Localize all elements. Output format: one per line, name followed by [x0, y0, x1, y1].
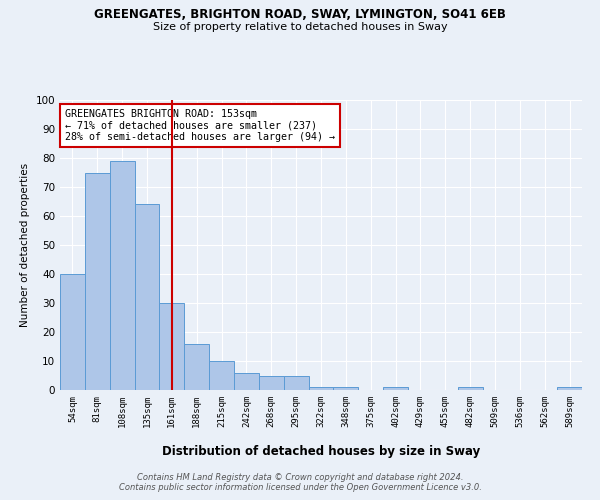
Bar	[383, 387, 408, 390]
Bar	[160, 303, 184, 390]
Bar	[134, 204, 160, 390]
Text: Contains HM Land Registry data © Crown copyright and database right 2024.
Contai: Contains HM Land Registry data © Crown c…	[119, 473, 481, 492]
Bar	[334, 387, 358, 390]
Bar	[259, 376, 284, 390]
Bar	[85, 172, 110, 390]
Bar	[308, 387, 334, 390]
Bar	[184, 344, 209, 390]
Bar	[110, 161, 134, 390]
Bar	[60, 274, 85, 390]
Text: Distribution of detached houses by size in Sway: Distribution of detached houses by size …	[162, 444, 480, 458]
Bar	[284, 376, 308, 390]
Text: GREENGATES, BRIGHTON ROAD, SWAY, LYMINGTON, SO41 6EB: GREENGATES, BRIGHTON ROAD, SWAY, LYMINGT…	[94, 8, 506, 20]
Text: GREENGATES BRIGHTON ROAD: 153sqm
← 71% of detached houses are smaller (237)
28% : GREENGATES BRIGHTON ROAD: 153sqm ← 71% o…	[65, 108, 335, 142]
Bar	[234, 372, 259, 390]
Bar	[458, 387, 482, 390]
Text: Size of property relative to detached houses in Sway: Size of property relative to detached ho…	[152, 22, 448, 32]
Bar	[209, 361, 234, 390]
Bar	[557, 387, 582, 390]
Y-axis label: Number of detached properties: Number of detached properties	[20, 163, 30, 327]
